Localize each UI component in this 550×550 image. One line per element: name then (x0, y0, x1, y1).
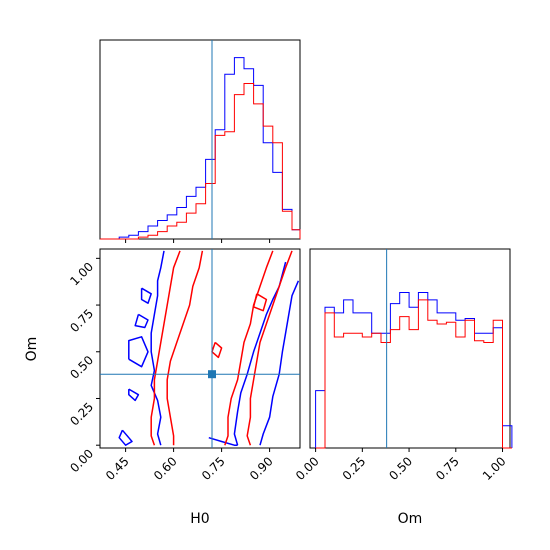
blue-h0-histogram-line (100, 57, 301, 240)
h0-histogram-ticks (125, 239, 271, 243)
om-axis-label-bottom: Om (398, 511, 423, 527)
h0-om-frame (99, 248, 301, 449)
om-x-tick-label-2: 0.50 (386, 454, 415, 483)
h0-histogram-series (100, 57, 301, 240)
h0-axis-label: H0 (190, 511, 209, 527)
contour-13 (211, 341, 223, 359)
om-y-ticks: 0.00 0.25 0.50 0.75 1.00 (67, 257, 100, 475)
contour-2 (233, 261, 287, 446)
om-histogram-panel: 0.00 0.25 0.50 0.75 1.00 (293, 248, 513, 483)
h0-x-tick-label-0: 0.45 (103, 454, 132, 483)
red-h0-histogram-line (100, 83, 301, 240)
h0-x-tick-label-1: 0.60 (151, 454, 180, 483)
contour-4 (140, 287, 152, 304)
contour-10 (166, 250, 204, 446)
red-om-histogram-line (315, 299, 512, 449)
h0-histogram-frame (99, 39, 301, 240)
contour-7 (128, 388, 140, 402)
om-histogram-frame (309, 248, 511, 449)
contour-0 (150, 250, 165, 446)
contour-8 (118, 429, 133, 446)
contour-11 (246, 250, 293, 446)
om-x-tick-label-3: 0.75 (433, 454, 462, 483)
contour-6 (128, 336, 149, 368)
h0-histogram-panel (99, 39, 301, 243)
h0-x-tick-label-3: 0.90 (247, 454, 276, 483)
om-y-tick-label-4: 1.00 (67, 260, 96, 289)
om-x-tick-label-0: 0.00 (293, 454, 322, 483)
om-y-tick-label-0: 0.00 (67, 446, 96, 475)
contour-14 (252, 293, 268, 312)
h0-om-contours (118, 250, 300, 446)
truth-point-marker (208, 370, 216, 379)
om-x-tick-label-4: 1.00 (480, 454, 509, 483)
h0-x-tick-label-2: 0.75 (199, 454, 228, 483)
om-axis-label-left: Om (24, 337, 40, 362)
om-histogram-series (315, 292, 513, 449)
contour-5 (134, 313, 149, 329)
om-y-tick-label-1: 0.25 (67, 400, 96, 429)
contour-3 (208, 436, 238, 446)
contour-9 (150, 250, 181, 446)
om-x-tick-label-1: 0.25 (340, 454, 369, 483)
om-y-tick-label-3: 0.75 (67, 306, 96, 335)
contour-1 (259, 280, 300, 446)
contour-12 (224, 250, 274, 446)
blue-om-histogram-line (315, 292, 513, 448)
h0-om-panel: 0.45 0.60 0.75 0.90 0.00 0.25 0.50 0.75 1.00 (67, 248, 301, 483)
h0-x-ticks: 0.45 0.60 0.75 0.90 (103, 448, 276, 483)
om-y-tick-label-2: 0.50 (67, 353, 96, 382)
om-x-ticks: 0.00 0.25 0.50 0.75 1.00 (293, 448, 509, 483)
